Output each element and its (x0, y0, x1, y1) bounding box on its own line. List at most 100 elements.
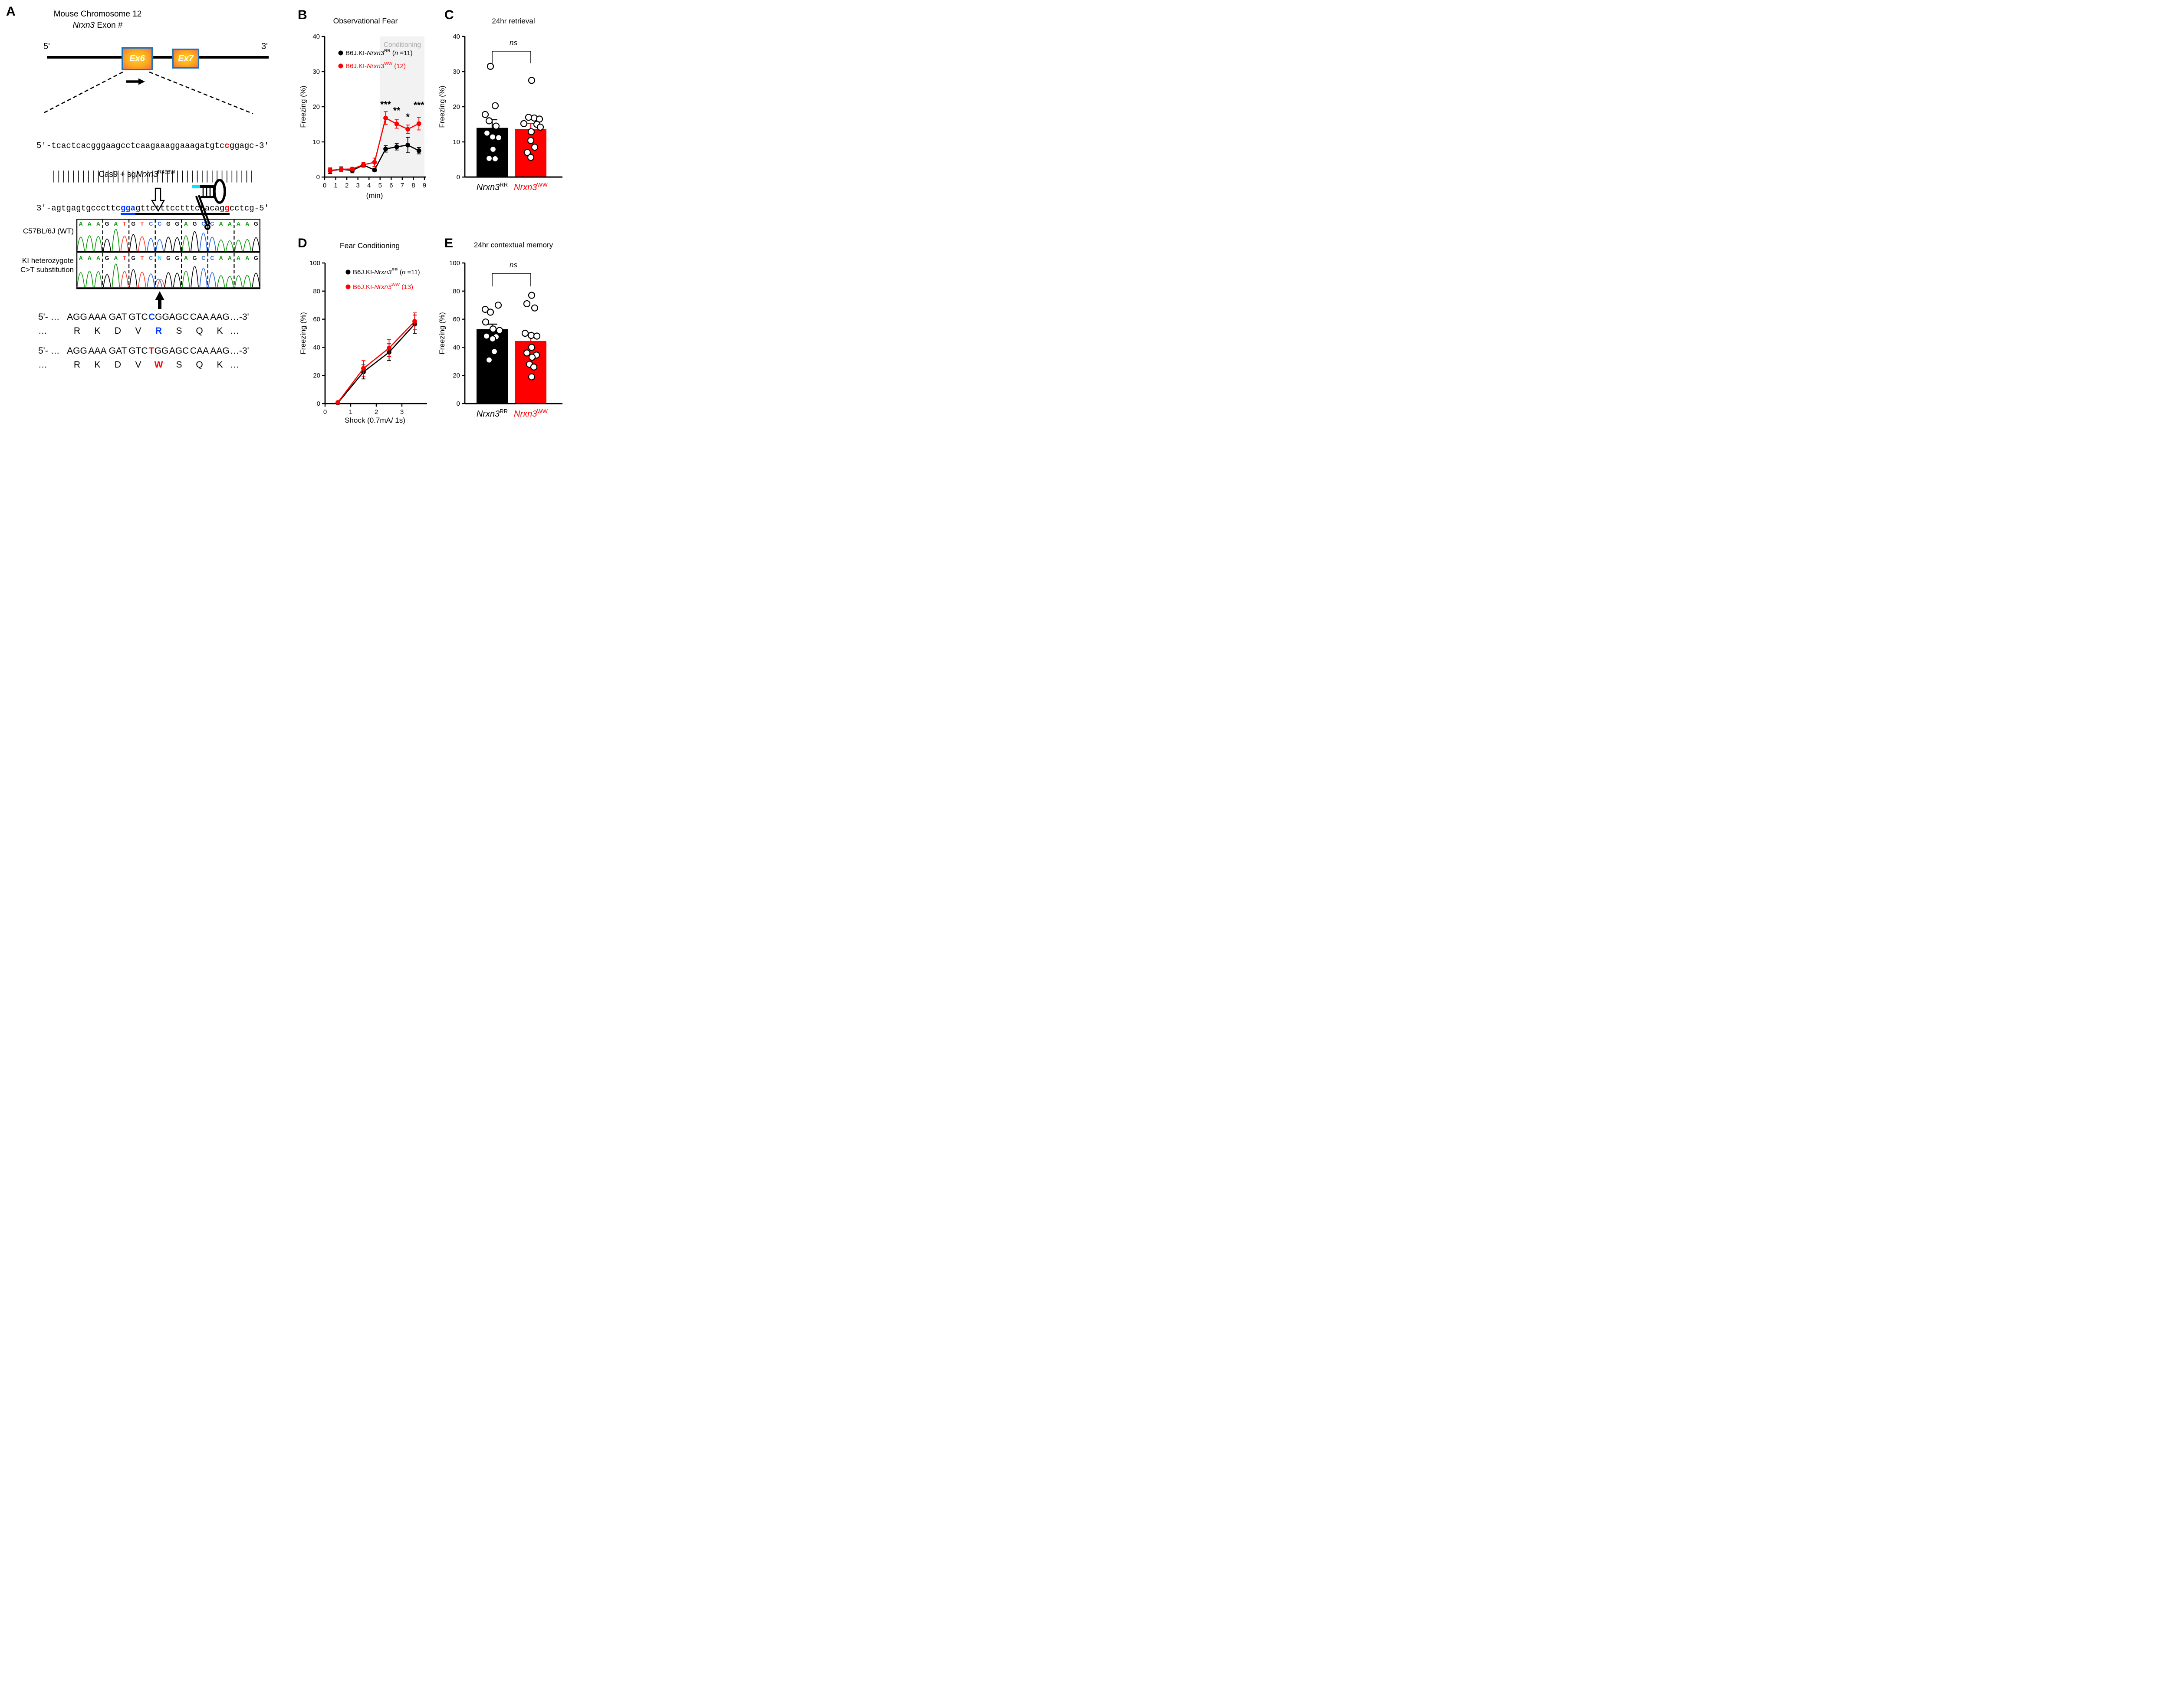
data-point (525, 114, 533, 121)
svg-text:2: 2 (375, 408, 378, 416)
data-point (527, 128, 535, 135)
svg-text:3: 3 (400, 408, 404, 416)
data-point (491, 102, 499, 109)
chart-title: Fear Conditioning (340, 241, 400, 250)
svg-text:C: C (149, 255, 153, 261)
svg-text:40: 40 (313, 344, 320, 351)
svg-text:C: C (210, 255, 214, 261)
data-point (528, 77, 536, 84)
svg-text:T: T (123, 255, 126, 261)
data-point (531, 304, 539, 312)
data-point (491, 155, 499, 162)
svg-text:8: 8 (411, 182, 415, 189)
chart-title: 24hr retrieval (492, 17, 535, 25)
svg-text:G: G (175, 255, 179, 261)
down-arrow-icon (151, 187, 165, 212)
data-point (485, 356, 493, 364)
exon-box-ex7: Ex7 (172, 49, 199, 69)
bar-group-WW (515, 77, 546, 177)
data-point (521, 329, 529, 337)
svg-text:0: 0 (457, 174, 460, 181)
data-point (485, 117, 493, 125)
zoom-dash-right (149, 71, 253, 115)
data-point (487, 62, 494, 70)
svg-text:60: 60 (453, 316, 460, 323)
bottom-strand-sequence: 3'-agtgagtgcccttcggagttctttcctttctacaggc… (36, 204, 269, 215)
data-point (496, 327, 503, 334)
ki-chromatogram-label: KI heterozygote C>T substitution (20, 256, 74, 274)
svg-text:A: A (79, 255, 83, 261)
data-point (527, 332, 535, 339)
svg-text:30: 30 (453, 68, 460, 76)
legend-entry: B6J.KI-Nrxn3RR (n =11) (353, 268, 420, 276)
svg-text:G: G (131, 255, 135, 261)
panel-label-e: E (444, 236, 454, 250)
group-label: Nrxn3RR (477, 408, 508, 419)
data-point (523, 149, 531, 156)
svg-text:T: T (123, 221, 126, 227)
exon-box-ex6: Ex6 (122, 47, 153, 70)
svg-text:30: 30 (312, 68, 320, 76)
svg-text:60: 60 (313, 316, 320, 323)
data-point (528, 373, 536, 381)
svg-text:1: 1 (349, 408, 352, 416)
group-label: Nrxn3RR (477, 181, 508, 192)
svg-text:A: A (228, 255, 232, 261)
svg-text:G: G (254, 221, 258, 227)
svg-text:A: A (88, 221, 92, 227)
data-point (536, 123, 544, 131)
panel-a-title-line2: Nrxn3 Exon # (72, 21, 123, 30)
svg-text:A: A (245, 255, 249, 261)
svg-text:0: 0 (323, 408, 327, 416)
svg-text:1: 1 (334, 182, 337, 189)
ns-label: ns (510, 261, 517, 269)
contextual-memory-bar-chart: 24hr contextual memory ns Nrxn3RR Nrxn3WW 0 2… (439, 241, 562, 419)
svg-text:80: 80 (313, 288, 320, 295)
y-axis-label: Freezing (%) (439, 312, 446, 354)
observational-fear-chart: Conditioning Observational Fear 0 1 2 3 4 5 6 7 8 9… (299, 16, 426, 200)
svg-text:G: G (175, 221, 179, 227)
svg-text:20: 20 (453, 372, 460, 379)
data-point (483, 129, 491, 137)
svg-text:C: C (158, 221, 161, 227)
svg-text:A: A (184, 255, 188, 261)
data-point (481, 111, 489, 118)
data-point (528, 344, 536, 351)
data-point (531, 144, 539, 151)
svg-text:T: T (141, 255, 144, 261)
svg-text:G: G (254, 255, 258, 261)
svg-text:G: G (166, 255, 171, 261)
panel-label-c: C (444, 8, 454, 22)
svg-text:G: G (166, 221, 171, 227)
ns-bracket (492, 51, 531, 63)
svg-text:A: A (245, 221, 249, 227)
svg-text:G: G (193, 221, 197, 227)
svg-text:C: C (149, 221, 153, 227)
wt-aminoacid-row: … R K D V R S Q K… (38, 326, 239, 336)
svg-text:40: 40 (453, 344, 460, 351)
series-RR (335, 314, 417, 405)
svg-text:4: 4 (367, 182, 371, 189)
svg-text:C: C (201, 255, 205, 261)
svg-text:A: A (219, 255, 223, 261)
panel-a-title: Mouse Chromosome 12 Nrxn3 Exon # (35, 9, 161, 31)
svg-text:9: 9 (423, 182, 426, 189)
data-point (533, 332, 541, 340)
legend-entry: B6J.KI-Nrxn3WW (12) (345, 62, 406, 70)
panel-label-b: B (298, 8, 307, 22)
data-point (528, 353, 536, 361)
group-label: Nrxn3WW (514, 408, 548, 419)
data-point (483, 332, 490, 340)
data-point (489, 133, 496, 141)
svg-text:A: A (114, 221, 118, 227)
data-point (495, 134, 503, 141)
panel-a-diagram-overlay (42, 56, 269, 309)
transcription-arrow-icon (126, 78, 145, 85)
svg-text:0: 0 (323, 182, 326, 189)
svg-text:G: G (105, 255, 109, 261)
x-axis-label: (min) (366, 191, 383, 200)
svg-text:0: 0 (317, 400, 320, 407)
svg-text:100: 100 (449, 259, 460, 267)
data-point (523, 349, 531, 357)
